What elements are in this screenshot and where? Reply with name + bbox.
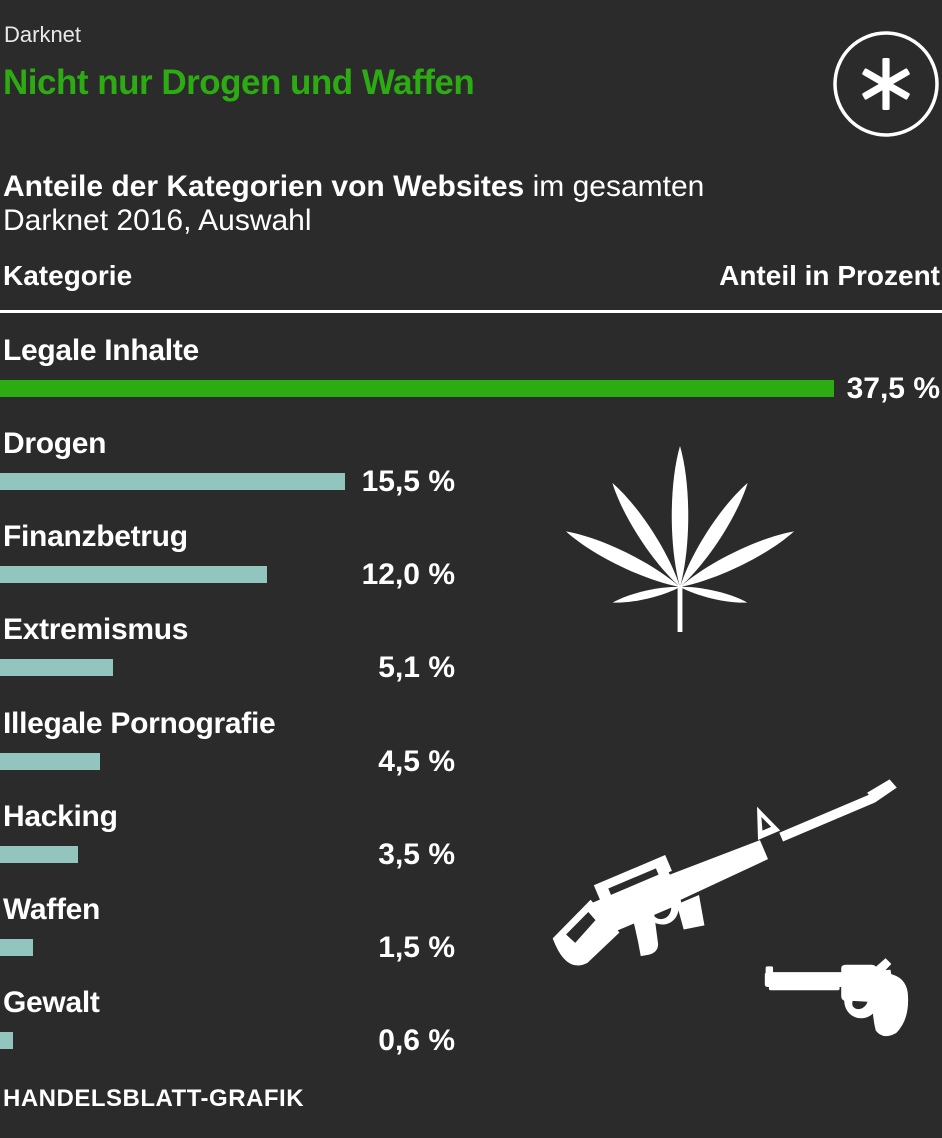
value-bar <box>0 753 100 770</box>
header-divider <box>0 310 942 313</box>
value-label: 12,0 % <box>361 558 455 591</box>
category-label: Finanzbetrug <box>3 520 188 553</box>
value-bar <box>0 566 267 583</box>
column-header-category: Kategorie <box>3 260 133 291</box>
revolver-icon <box>762 950 927 1042</box>
value-bar <box>0 380 834 397</box>
chart-subtitle-regular: im gesamten <box>524 170 705 203</box>
category-label: Drogen <box>3 427 107 460</box>
asterisk-icon <box>832 30 940 138</box>
page-title: Nicht nur Drogen und Waffen <box>3 63 475 102</box>
value-label: 5,1 % <box>378 651 455 684</box>
column-header-share: Anteil in Prozent <box>719 260 940 291</box>
chart-subtitle-bold: Anteile der Kategorien von Websites <box>3 170 525 203</box>
value-bar <box>0 939 33 956</box>
value-label: 0,6 % <box>378 1024 455 1057</box>
chart-subtitle-line2: Darknet 2016, Auswahl <box>3 204 312 237</box>
category-label: Gewalt <box>3 986 100 1019</box>
category-label: Hacking <box>3 800 118 833</box>
category-label: Extremismus <box>3 613 189 646</box>
category-label: Illegale Pornografie <box>3 707 276 740</box>
category-label: Waffen <box>3 893 101 926</box>
rifle-icon <box>528 742 922 994</box>
value-bar <box>0 1032 13 1049</box>
category-label: Legale Inhalte <box>3 334 199 367</box>
value-label: 4,5 % <box>378 745 455 778</box>
value-label: 1,5 % <box>378 931 455 964</box>
value-label: 3,5 % <box>378 838 455 871</box>
value-label: 37,5 % <box>846 372 940 405</box>
source-credit: HANDELSBLATT-GRAFIK <box>3 1085 305 1112</box>
value-bar <box>0 473 345 490</box>
cannabis-leaf-icon <box>565 442 795 642</box>
value-bar <box>0 659 113 676</box>
value-label: 15,5 % <box>361 465 455 498</box>
chart-subtitle: Anteile der Kategorien von Websites im g… <box>3 170 933 238</box>
kicker-label: Darknet <box>4 22 82 47</box>
value-bar <box>0 846 78 863</box>
